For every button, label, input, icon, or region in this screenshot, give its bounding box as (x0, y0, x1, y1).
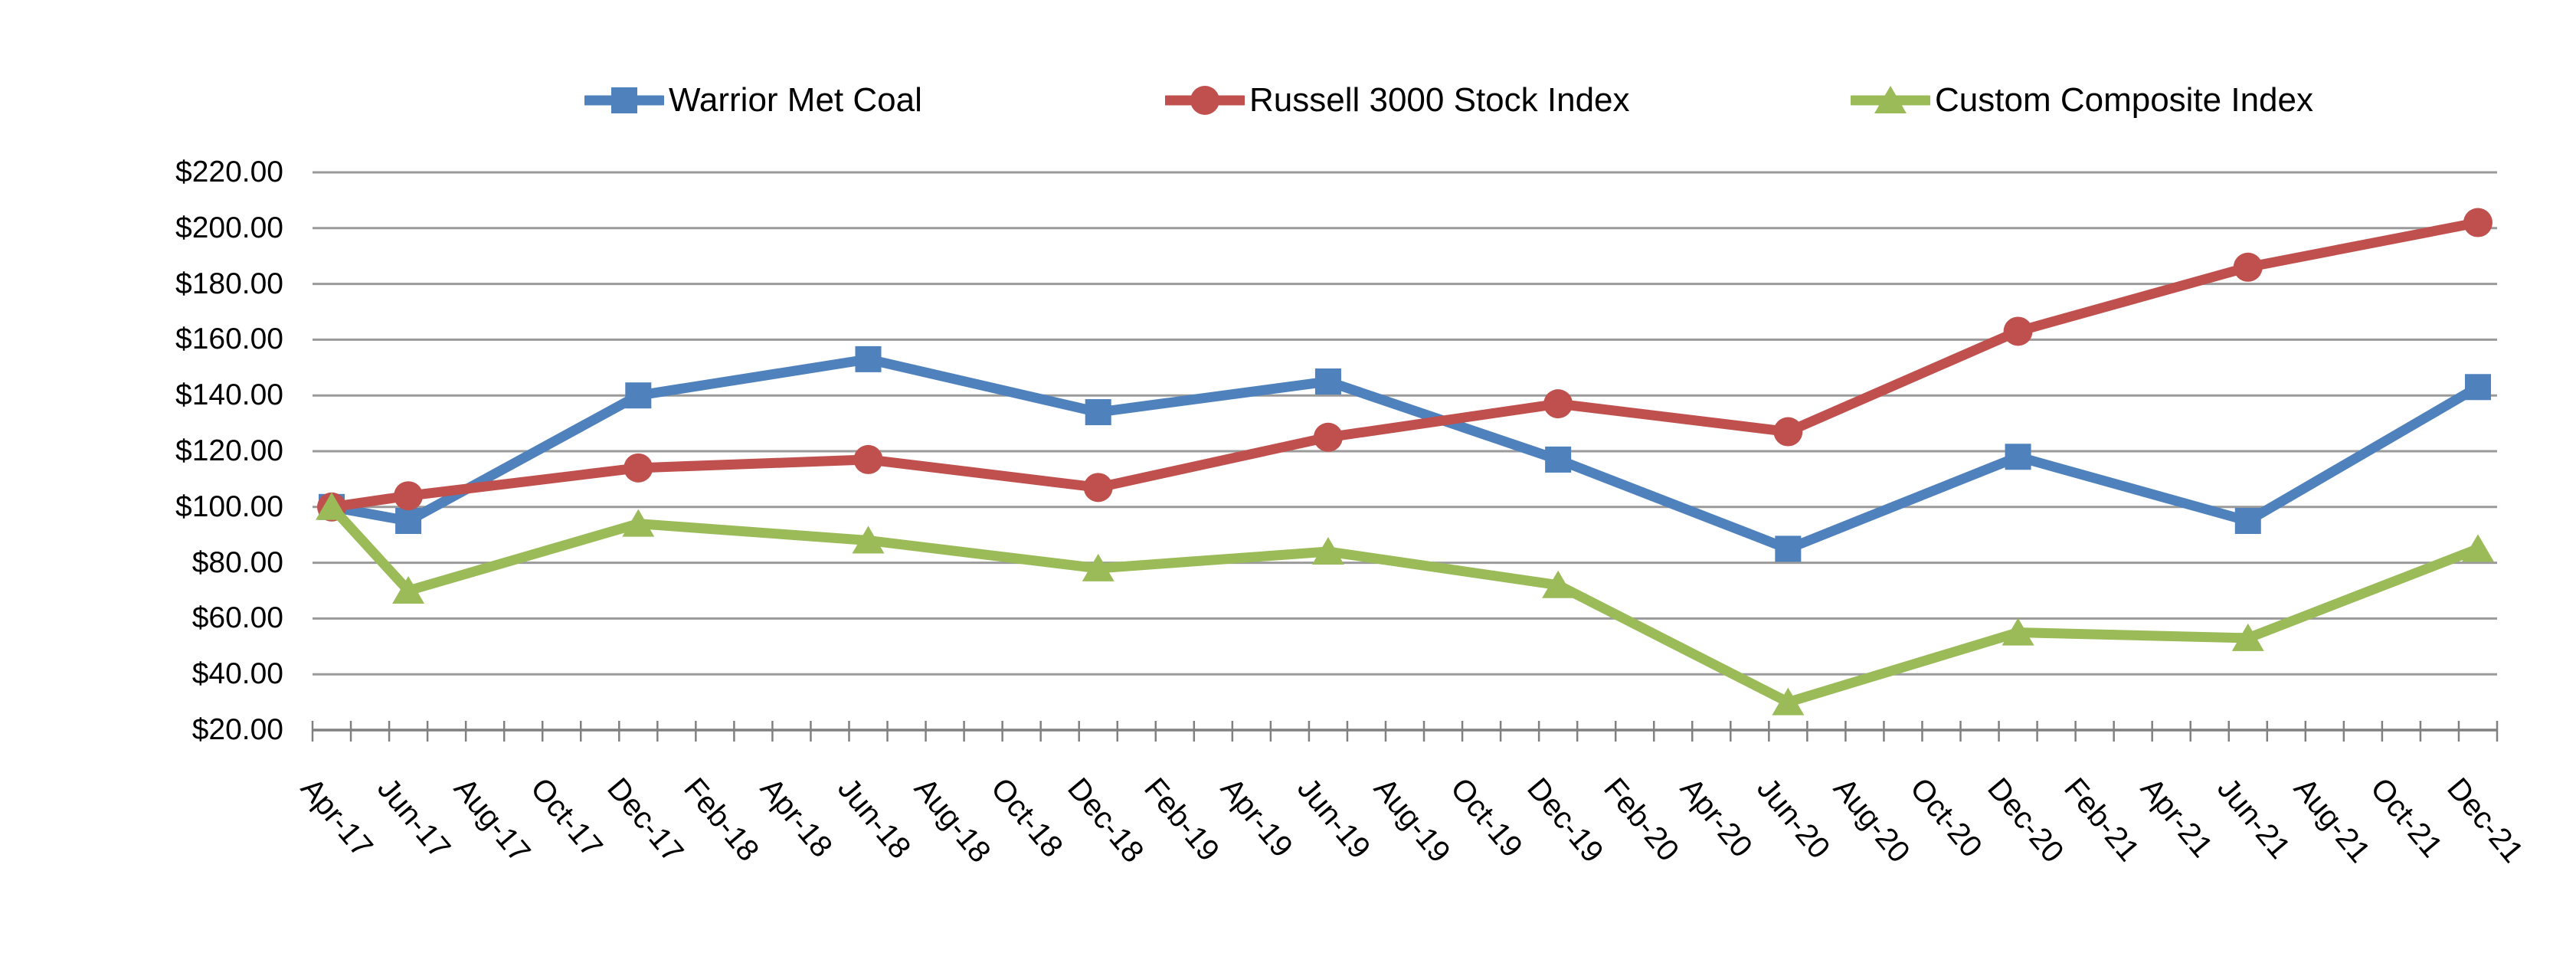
y-axis-tick-label: $220.00 (175, 156, 283, 188)
y-axis-tick-label: $100.00 (175, 490, 283, 523)
legend-label: Russell 3000 Stock Index (1249, 81, 1630, 119)
y-axis-tick-label: $140.00 (175, 378, 283, 412)
data-point-circle-russell-3000-stock-index (2003, 316, 2033, 346)
data-point-triangle-custom-composite-index (1772, 687, 1805, 715)
data-point-circle-russell-3000-stock-index (394, 481, 424, 511)
chart-legend: Warrior Met Coal Russell 3000 Stock Inde… (0, 74, 2576, 127)
data-point-triangle-custom-composite-index (622, 509, 655, 537)
data-point-square-warrior-met-coal (395, 508, 422, 534)
legend-marker-glyph (1847, 86, 1934, 113)
data-point-triangle-custom-composite-index (852, 526, 885, 554)
data-point-circle-russell-3000-stock-index (624, 453, 653, 483)
legend-label: Warrior Met Coal (669, 81, 922, 119)
data-point-square-warrior-met-coal (2234, 508, 2261, 534)
data-point-triangle-custom-composite-index (392, 576, 425, 604)
y-axis-tick-label: $120.00 (175, 434, 283, 467)
legend-marker-circle-icon (1161, 74, 1249, 127)
data-point-triangle-custom-composite-index (316, 492, 349, 520)
data-point-triangle-custom-composite-index (1311, 537, 1344, 565)
legend-marker-glyph (581, 87, 668, 113)
data-point-triangle-custom-composite-index (1082, 553, 1115, 581)
data-point-circle-russell-3000-stock-index (1313, 422, 1343, 452)
data-point-square-warrior-met-coal (1314, 368, 1341, 395)
data-point-circle-russell-3000-stock-index (2463, 208, 2493, 237)
data-point-triangle-custom-composite-index (1542, 570, 1575, 598)
legend-marker-triangle-icon (1847, 74, 1934, 127)
y-axis-tick-label: $40.00 (191, 657, 283, 691)
data-point-circle-russell-3000-stock-index (1083, 473, 1113, 503)
legend-item-warrior-met-coal: Warrior Met Coal (581, 74, 922, 127)
data-point-triangle-custom-composite-index (2461, 534, 2494, 562)
y-axis-tick-label: $20.00 (191, 713, 283, 746)
data-point-triangle-custom-composite-index (2002, 617, 2034, 646)
series-line-russell-3000-stock-index (326, 218, 2483, 512)
y-axis-tick-label: $80.00 (191, 545, 283, 579)
y-axis-tick-label: $200.00 (175, 211, 283, 244)
data-point-square-warrior-met-coal (1085, 399, 1111, 426)
data-point-circle-russell-3000-stock-index (2233, 252, 2263, 282)
data-point-square-warrior-met-coal (2464, 374, 2491, 401)
data-point-square-warrior-met-coal (625, 382, 652, 409)
data-point-circle-russell-3000-stock-index (1543, 389, 1573, 419)
legend-marker-square-icon (581, 74, 668, 127)
y-axis-tick-label: $160.00 (175, 323, 283, 356)
data-point-triangle-custom-composite-index (2231, 623, 2264, 651)
y-axis-tick-label: $60.00 (191, 601, 283, 635)
data-point-square-warrior-met-coal (1775, 535, 1802, 562)
data-point-square-warrior-met-coal (2005, 444, 2031, 470)
legend-item-custom-composite: Custom Composite Index (1847, 74, 2313, 127)
data-point-square-warrior-met-coal (855, 345, 882, 372)
legend-marker-glyph (1161, 86, 1249, 115)
data-point-circle-russell-3000-stock-index (1773, 417, 1803, 447)
y-axis-tick-label: $180.00 (175, 267, 283, 300)
data-point-circle-russell-3000-stock-index (853, 444, 883, 474)
data-point-square-warrior-met-coal (1545, 446, 1572, 473)
legend-label: Custom Composite Index (1935, 81, 2313, 119)
legend-item-russell-3000: Russell 3000 Stock Index (1161, 74, 1630, 127)
